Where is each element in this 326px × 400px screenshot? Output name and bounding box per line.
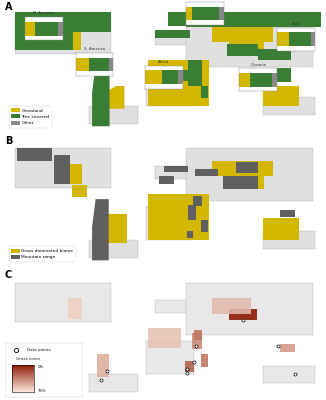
Polygon shape — [186, 231, 193, 238]
Polygon shape — [148, 194, 209, 240]
Polygon shape — [201, 220, 208, 232]
Bar — [263, 97, 315, 115]
Polygon shape — [168, 12, 192, 26]
Bar — [263, 366, 315, 383]
Polygon shape — [103, 214, 127, 243]
Polygon shape — [223, 176, 258, 189]
Polygon shape — [15, 12, 111, 32]
Bar — [263, 232, 315, 249]
Bar — [146, 207, 194, 240]
Polygon shape — [67, 298, 82, 319]
Polygon shape — [258, 49, 291, 60]
Polygon shape — [92, 199, 109, 260]
Bar — [15, 148, 111, 188]
Polygon shape — [72, 185, 87, 197]
Polygon shape — [188, 60, 202, 86]
Polygon shape — [227, 44, 258, 56]
Polygon shape — [229, 309, 257, 320]
Bar — [146, 73, 194, 106]
Polygon shape — [92, 65, 110, 126]
Bar — [186, 14, 313, 67]
Bar — [155, 166, 199, 179]
Bar — [146, 341, 194, 374]
Polygon shape — [192, 333, 202, 349]
Polygon shape — [230, 173, 264, 189]
Polygon shape — [185, 361, 194, 372]
Polygon shape — [70, 30, 81, 50]
Polygon shape — [193, 196, 202, 206]
Polygon shape — [216, 12, 321, 27]
Bar — [155, 32, 199, 45]
Polygon shape — [194, 330, 202, 340]
Polygon shape — [148, 60, 209, 106]
Polygon shape — [236, 162, 258, 173]
Bar — [89, 106, 138, 124]
Polygon shape — [247, 68, 291, 82]
Bar — [186, 282, 313, 335]
Polygon shape — [195, 169, 218, 176]
Bar — [89, 240, 138, 258]
Polygon shape — [158, 176, 174, 184]
Polygon shape — [280, 210, 295, 218]
Bar — [155, 300, 199, 313]
Polygon shape — [148, 328, 181, 348]
Polygon shape — [171, 70, 192, 81]
Polygon shape — [15, 14, 73, 50]
Polygon shape — [188, 205, 196, 220]
Polygon shape — [54, 155, 70, 184]
Polygon shape — [17, 148, 52, 161]
Polygon shape — [263, 218, 300, 240]
Text: B: B — [5, 136, 12, 146]
Bar — [15, 14, 111, 54]
Polygon shape — [230, 40, 264, 54]
Polygon shape — [263, 86, 300, 106]
Polygon shape — [201, 354, 208, 366]
Polygon shape — [186, 12, 225, 27]
Polygon shape — [70, 164, 82, 184]
Legend: Grass dominated biome, Mountain range: Grass dominated biome, Mountain range — [8, 246, 76, 262]
Bar — [186, 148, 313, 201]
Polygon shape — [212, 161, 273, 176]
Polygon shape — [97, 354, 109, 377]
Polygon shape — [164, 166, 188, 172]
Polygon shape — [155, 30, 190, 38]
Polygon shape — [280, 344, 295, 352]
Bar — [89, 374, 138, 392]
Polygon shape — [212, 26, 273, 42]
Polygon shape — [212, 298, 251, 314]
Legend: Grassland, Tree covered, Other: Grassland, Tree covered, Other — [8, 106, 52, 128]
Text: A: A — [5, 2, 12, 12]
Polygon shape — [104, 86, 125, 109]
Polygon shape — [201, 86, 208, 98]
Bar — [15, 282, 111, 322]
Text: C: C — [5, 270, 12, 280]
